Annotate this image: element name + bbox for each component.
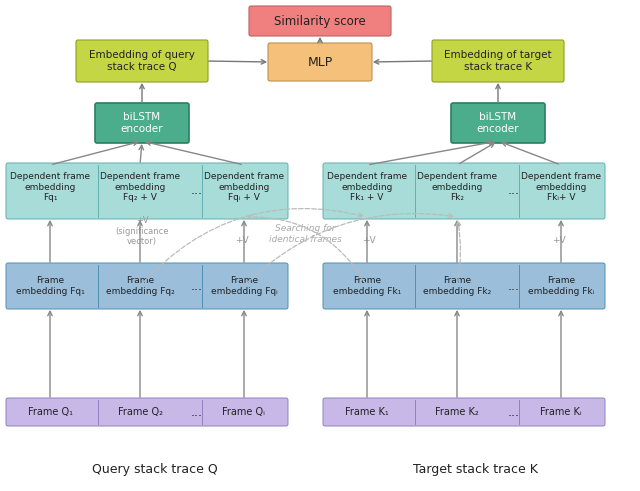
FancyBboxPatch shape: [323, 263, 605, 309]
Text: Similarity score: Similarity score: [274, 15, 366, 27]
FancyBboxPatch shape: [323, 163, 605, 219]
Text: biLSTM
encoder: biLSTM encoder: [121, 112, 163, 134]
Text: Frame
embedding Fqᵢ: Frame embedding Fqᵢ: [211, 276, 277, 296]
Text: Frame
embedding Fk₁: Frame embedding Fk₁: [333, 276, 401, 296]
Text: +V: +V: [235, 236, 249, 245]
Text: Frame Kᵢ: Frame Kᵢ: [540, 407, 582, 417]
Text: Dependent frame
embedding
Fqᵢ + V: Dependent frame embedding Fqᵢ + V: [204, 172, 284, 202]
FancyBboxPatch shape: [451, 103, 545, 143]
Text: Frame Q₁: Frame Q₁: [28, 407, 72, 417]
Text: ...: ...: [191, 185, 202, 197]
Text: Dependent frame
embedding
Fk₂: Dependent frame embedding Fk₂: [417, 172, 497, 202]
Text: Frame
embedding Fq₁: Frame embedding Fq₁: [15, 276, 84, 296]
FancyBboxPatch shape: [6, 163, 288, 219]
Text: ...: ...: [508, 185, 520, 197]
Text: Embedding of target
stack trace K: Embedding of target stack trace K: [444, 50, 552, 72]
FancyBboxPatch shape: [6, 263, 288, 309]
Text: ...: ...: [508, 279, 520, 293]
Text: Dependent frame
embedding
Fk₁ + V: Dependent frame embedding Fk₁ + V: [327, 172, 407, 202]
Text: Dependent frame
embedding
Fq₁: Dependent frame embedding Fq₁: [10, 172, 90, 202]
Text: Frame Q₂: Frame Q₂: [118, 407, 163, 417]
FancyBboxPatch shape: [432, 40, 564, 82]
FancyBboxPatch shape: [76, 40, 208, 82]
FancyBboxPatch shape: [6, 398, 288, 426]
Text: +V
(significance
vector): +V (significance vector): [115, 216, 169, 246]
Text: Frame K₂: Frame K₂: [435, 407, 479, 417]
Text: biLSTM
encoder: biLSTM encoder: [477, 112, 519, 134]
Text: Frame K₁: Frame K₁: [345, 407, 389, 417]
Text: Frame
embedding Fk₂: Frame embedding Fk₂: [423, 276, 491, 296]
Text: Embedding of query
stack trace Q: Embedding of query stack trace Q: [89, 50, 195, 72]
Text: Frame Qᵢ: Frame Qᵢ: [223, 407, 266, 417]
Text: Query stack trace Q: Query stack trace Q: [92, 464, 218, 476]
Text: Frame
embedding Fkᵢ: Frame embedding Fkᵢ: [528, 276, 594, 296]
Text: Dependent frame
embedding
Fkᵢ+ V: Dependent frame embedding Fkᵢ+ V: [521, 172, 601, 202]
Text: +V: +V: [552, 236, 566, 245]
FancyBboxPatch shape: [268, 43, 372, 81]
FancyBboxPatch shape: [95, 103, 189, 143]
Text: MLP: MLP: [307, 55, 333, 69]
Text: Target stack trace K: Target stack trace K: [413, 464, 538, 476]
Text: Dependent frame
embedding
Fq₂ + V: Dependent frame embedding Fq₂ + V: [100, 172, 180, 202]
FancyBboxPatch shape: [249, 6, 391, 36]
FancyBboxPatch shape: [323, 398, 605, 426]
Text: Searching for
identical frames: Searching for identical frames: [269, 224, 341, 244]
Text: ...: ...: [191, 279, 202, 293]
Text: +V: +V: [362, 236, 376, 245]
Text: ...: ...: [191, 406, 202, 418]
Text: Frame
embedding Fq₂: Frame embedding Fq₂: [106, 276, 174, 296]
Text: ...: ...: [508, 406, 520, 418]
